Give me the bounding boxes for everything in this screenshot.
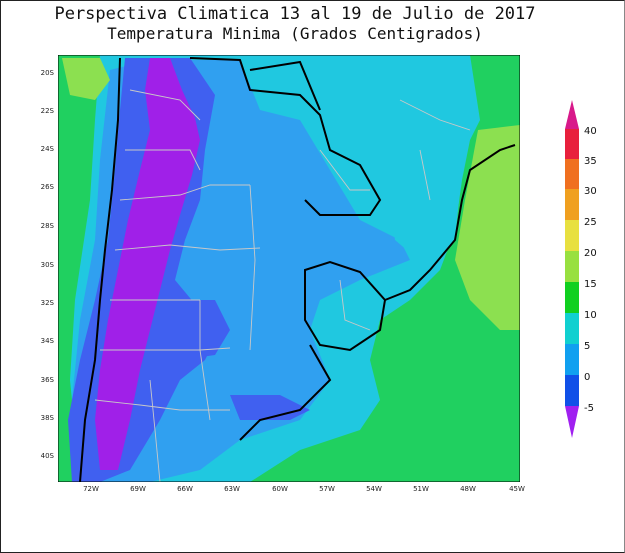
field-15-20-nw — [62, 58, 110, 100]
field-5-10-sea — [390, 190, 460, 270]
country-borders — [79, 57, 516, 482]
colorbar-tick-0: 0 — [584, 372, 591, 383]
lon-label-66w: 66W — [177, 485, 193, 493]
colorbar — [565, 100, 579, 438]
colorbar-seg-15-20 — [565, 251, 579, 282]
colorbar-tick-5: 5 — [584, 341, 591, 352]
map-subtitle: Temperatura Minima (Grados Centigrados) — [107, 24, 483, 43]
lon-label-69w: 69W — [130, 485, 146, 493]
colorbar-tick-35: 35 — [584, 156, 597, 167]
colorbar-seg-20-25 — [565, 220, 579, 251]
colorbar-tick-10: 10 — [584, 310, 597, 321]
colorbar-tick-25: 25 — [584, 217, 597, 228]
field-15-20-ne — [455, 125, 520, 330]
lat-label-34s: 34S — [40, 337, 54, 345]
colorbar-tick-minus5: -5 — [584, 403, 594, 414]
lat-label-36s: 36S — [40, 376, 54, 384]
lat-label-32s: 32S — [40, 299, 54, 307]
lat-label-30s: 30S — [40, 261, 54, 269]
colorbar-seg-30-35 — [565, 159, 579, 189]
lon-label-72w: 72W — [83, 485, 99, 493]
colorbar-bottom-arrow — [565, 406, 579, 438]
colorbar-seg-35-40 — [565, 129, 579, 159]
lon-label-48w: 48W — [460, 485, 476, 493]
colorbar-seg-minus5-0 — [565, 375, 579, 406]
lon-label-54w: 54W — [366, 485, 382, 493]
lon-label-63w: 63W — [224, 485, 240, 493]
colorbar-seg-0-5 — [565, 344, 579, 375]
field-minus5-0-central — [160, 300, 230, 360]
lat-label-40s: 40S — [40, 452, 54, 460]
province-borders — [94, 89, 471, 482]
colorbar-tick-30: 30 — [584, 186, 597, 197]
lat-label-22s: 22S — [40, 107, 54, 115]
lon-label-45w: 45W — [509, 485, 525, 493]
map-title: Perspectiva Climatica 13 al 19 de Julio … — [54, 4, 536, 24]
colorbar-tick-20: 20 — [584, 248, 597, 259]
colorbar-seg-25-30 — [565, 189, 579, 220]
lat-label-26s: 26S — [40, 183, 54, 191]
field-below-minus5 — [95, 58, 200, 470]
lon-label-60w: 60W — [272, 485, 288, 493]
lon-label-51w: 51W — [413, 485, 429, 493]
colorbar-tick-15: 15 — [584, 279, 597, 290]
colorbar-seg-10-15 — [565, 282, 579, 313]
lat-label-28s: 28S — [40, 222, 54, 230]
lat-label-24s: 24S — [40, 145, 54, 153]
colorbar-tick-40: 40 — [584, 126, 597, 137]
lat-label-38s: 38S — [40, 414, 54, 422]
colorbar-seg-5-10 — [565, 313, 579, 344]
field-minus5-0-south — [230, 395, 310, 420]
lon-label-57w: 57W — [319, 485, 335, 493]
colorbar-top-arrow — [565, 100, 579, 129]
lat-label-20s: 20S — [40, 69, 54, 77]
